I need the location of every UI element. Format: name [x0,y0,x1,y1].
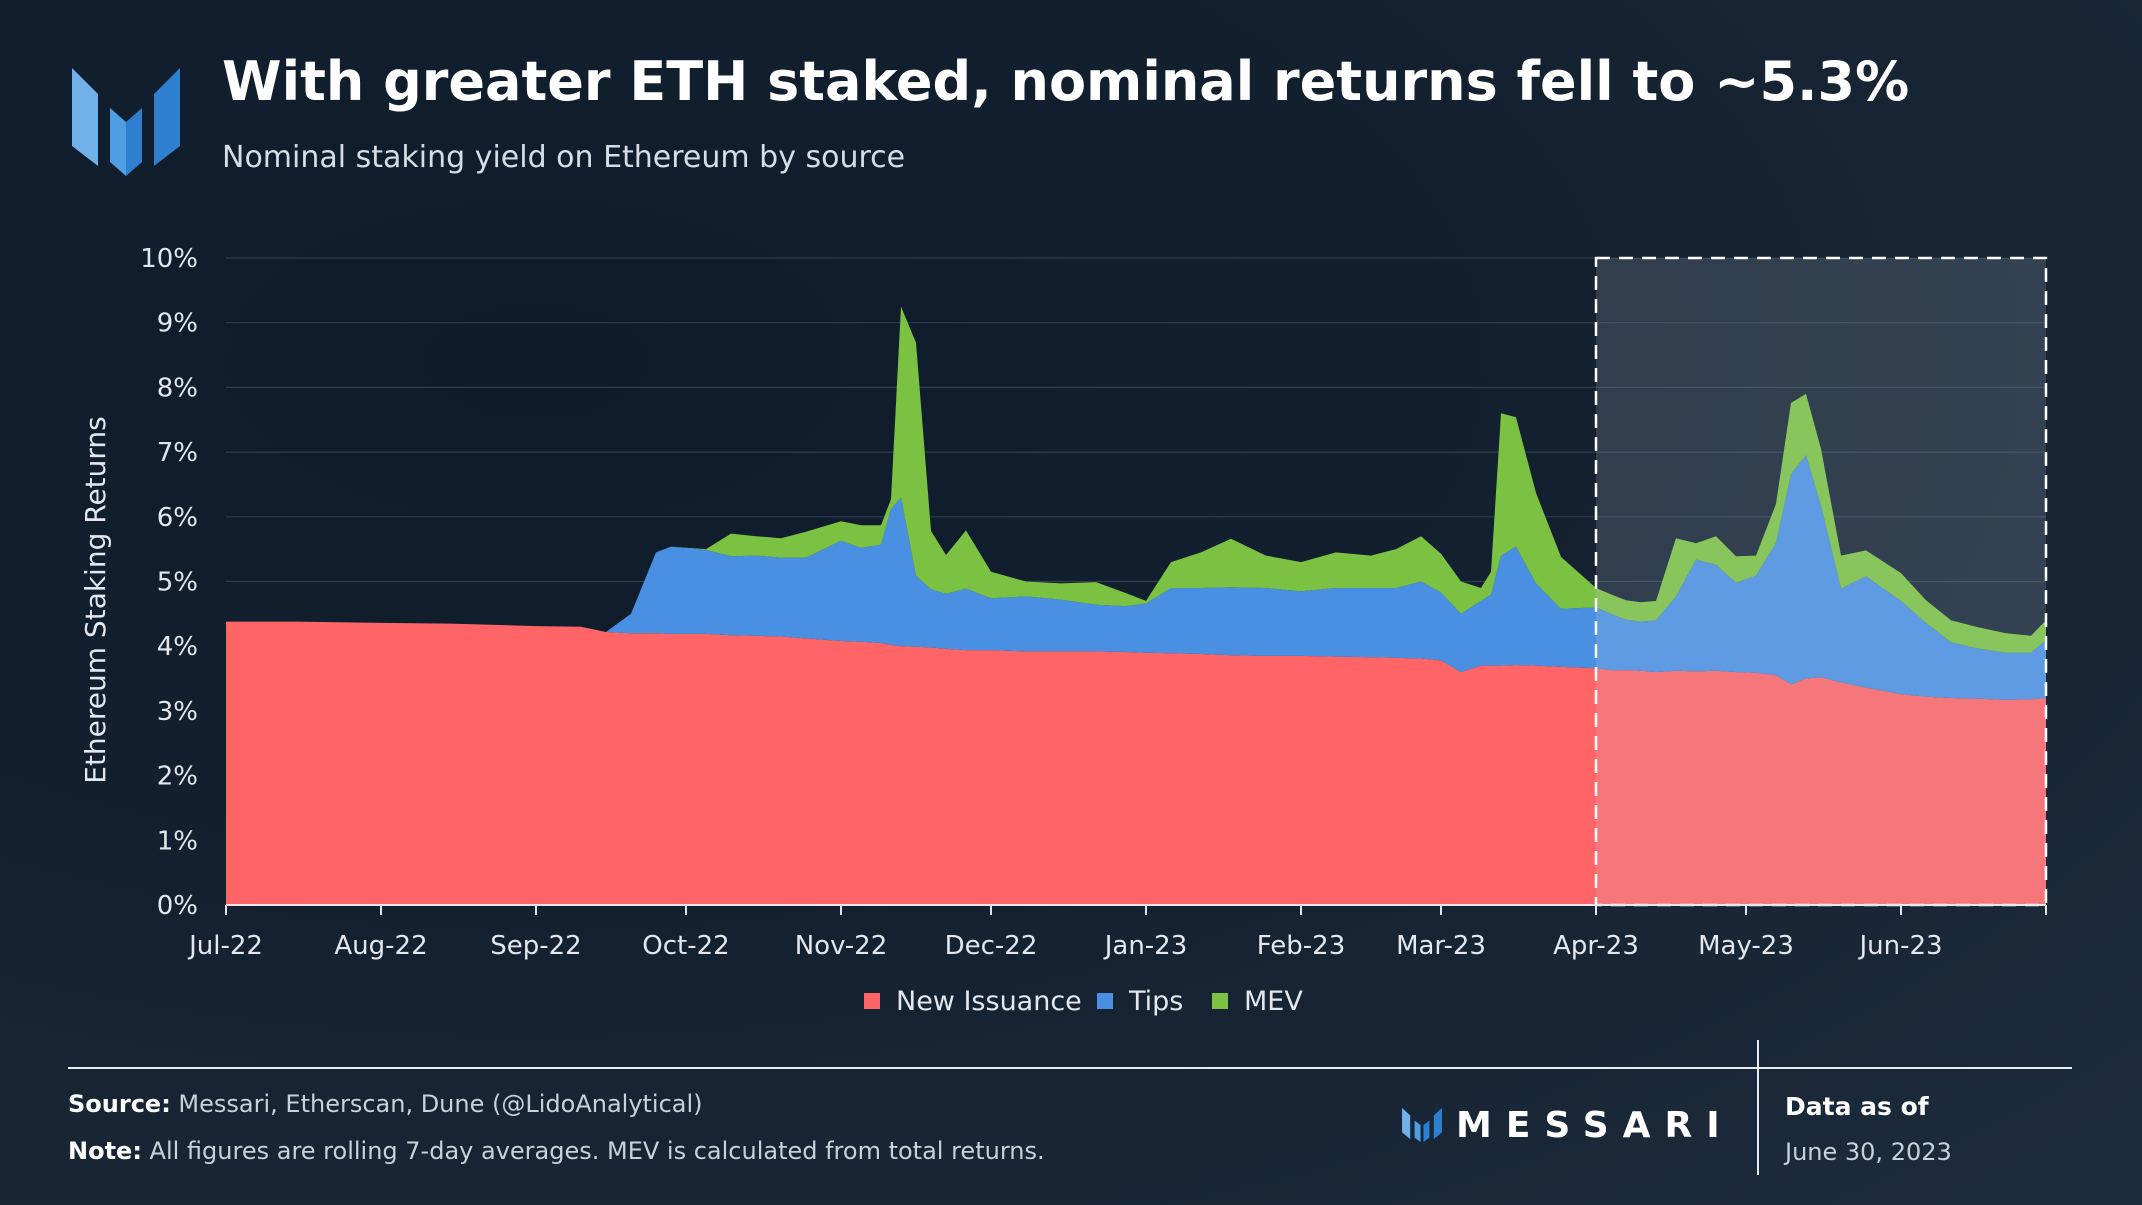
y-tick-label: 4% [157,632,198,662]
x-tick-label: Jul-22 [187,931,263,961]
y-tick-label: 6% [157,503,198,533]
y-tick-label: 5% [157,568,198,598]
x-tick-label: Nov-22 [795,931,888,961]
x-tick-label: Jun-23 [1857,931,1942,961]
x-tick-label: Oct-22 [642,931,729,961]
messari-logo-icon [72,68,180,176]
source-note: Source: Messari, Etherscan, Dune (@LidoA… [68,1090,703,1118]
x-tick-label: Feb-23 [1257,931,1346,961]
x-tick-label: Apr-23 [1553,931,1639,961]
staking-returns-chart: 0% 1% 2% 3% 4% 5% 6% 7% 8% 9% 10% Ethereum Staking … [79,244,2048,1017]
y-tick-label: 3% [157,697,198,727]
data-as-of-label: Data as of [1785,1092,1929,1121]
x-tick-label: Jan-23 [1103,931,1188,961]
area-new-issuance [226,621,2046,905]
legend-label: MEV [1244,986,1303,1017]
source-text: Messari, Etherscan, Dune (@LidoAnalytica… [170,1090,703,1118]
y-tick-label: 1% [157,826,198,856]
page-title: With greater ETH staked, nominal returns… [222,50,1910,113]
page-subtitle: Nominal staking yield on Ethereum by sou… [222,140,906,175]
legend-label: New Issuance [896,986,1082,1017]
y-tick-label: 2% [157,762,198,792]
x-tick-label: May-23 [1698,931,1794,961]
y-tick-label: 0% [157,891,198,921]
messari-brand: MESSARI [1402,1100,1734,1150]
legend-label: Tips [1128,986,1183,1017]
legend-swatch [1097,993,1113,1009]
methodology-note: Note: All figures are rolling 7-day aver… [68,1137,1045,1165]
y-axis-label: Ethereum Staking Returns [79,416,112,784]
y-tick-label: 7% [157,438,198,468]
highlight-box [1594,256,2048,907]
note-label: Note: [68,1137,142,1165]
x-tick-label: Aug-22 [334,931,427,961]
legend-swatch [1212,993,1228,1009]
x-tick-label: Mar-23 [1396,931,1486,961]
note-text: All figures are rolling 7-day averages. … [141,1137,1045,1165]
legend-swatch [864,993,880,1009]
x-tick-label: Dec-22 [945,931,1038,961]
y-tick-label: 9% [157,309,198,339]
source-label: Source: [68,1090,171,1118]
footer-divider [68,1067,2072,1069]
y-tick-label: 8% [157,373,198,403]
data-date: June 30, 2023 [1785,1138,1952,1166]
x-tick-label: Sep-22 [490,931,581,961]
messari-mark-icon [1402,1108,1442,1142]
footer-vertical-divider [1757,1040,1759,1175]
area-tips [226,455,2046,700]
y-tick-label: 10% [140,244,198,274]
brand-wordmark: MESSARI [1456,1104,1734,1146]
